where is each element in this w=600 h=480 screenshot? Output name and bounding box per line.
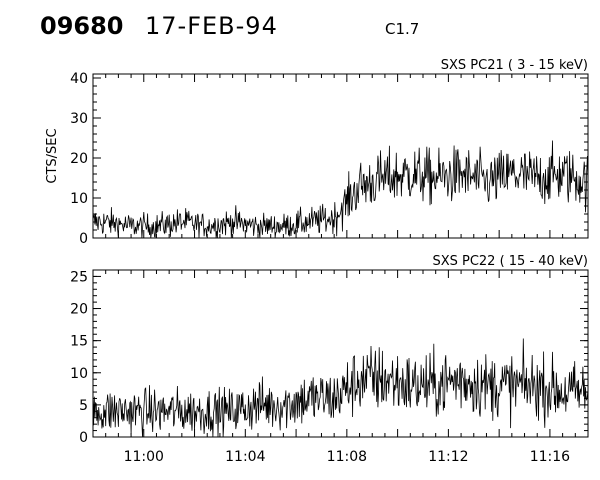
event-id: 09680: [40, 12, 124, 40]
flare-class: C1.7: [385, 20, 420, 38]
plot-frame-1: [92, 73, 589, 239]
x-tick-label: 11:16: [530, 449, 570, 465]
y-tick-label: 10: [70, 366, 88, 382]
series-line-1-1: [92, 140, 589, 239]
y-tick-label: 20: [70, 302, 88, 318]
event-date: 17-FEB-94: [145, 12, 278, 40]
panel-title-2: SXS PC22 ( 15 - 40 keV): [432, 254, 588, 269]
x-tick-label: 11:12: [428, 449, 468, 465]
y-tick-label: 30: [70, 111, 88, 127]
x-tick-label: 11:00: [124, 449, 164, 465]
y-tick-label: 15: [70, 334, 88, 350]
y-tick-label: 40: [70, 71, 88, 87]
panel-title-1: SXS PC21 ( 3 - 15 keV): [441, 58, 588, 73]
y-tick-label: 20: [70, 151, 88, 167]
x-tick-label: 11:08: [327, 449, 367, 465]
y-tick-label: 25: [70, 269, 88, 285]
x-tick-label: 11:04: [225, 449, 265, 465]
y-tick-label: 5: [79, 398, 88, 414]
series-line-2-1: [92, 338, 589, 438]
y-tick-label: 0: [79, 231, 88, 247]
y-tick-label: 10: [70, 191, 88, 207]
y-tick-label: 0: [79, 430, 88, 446]
y-axis-label: CTS/SEC: [45, 128, 60, 183]
